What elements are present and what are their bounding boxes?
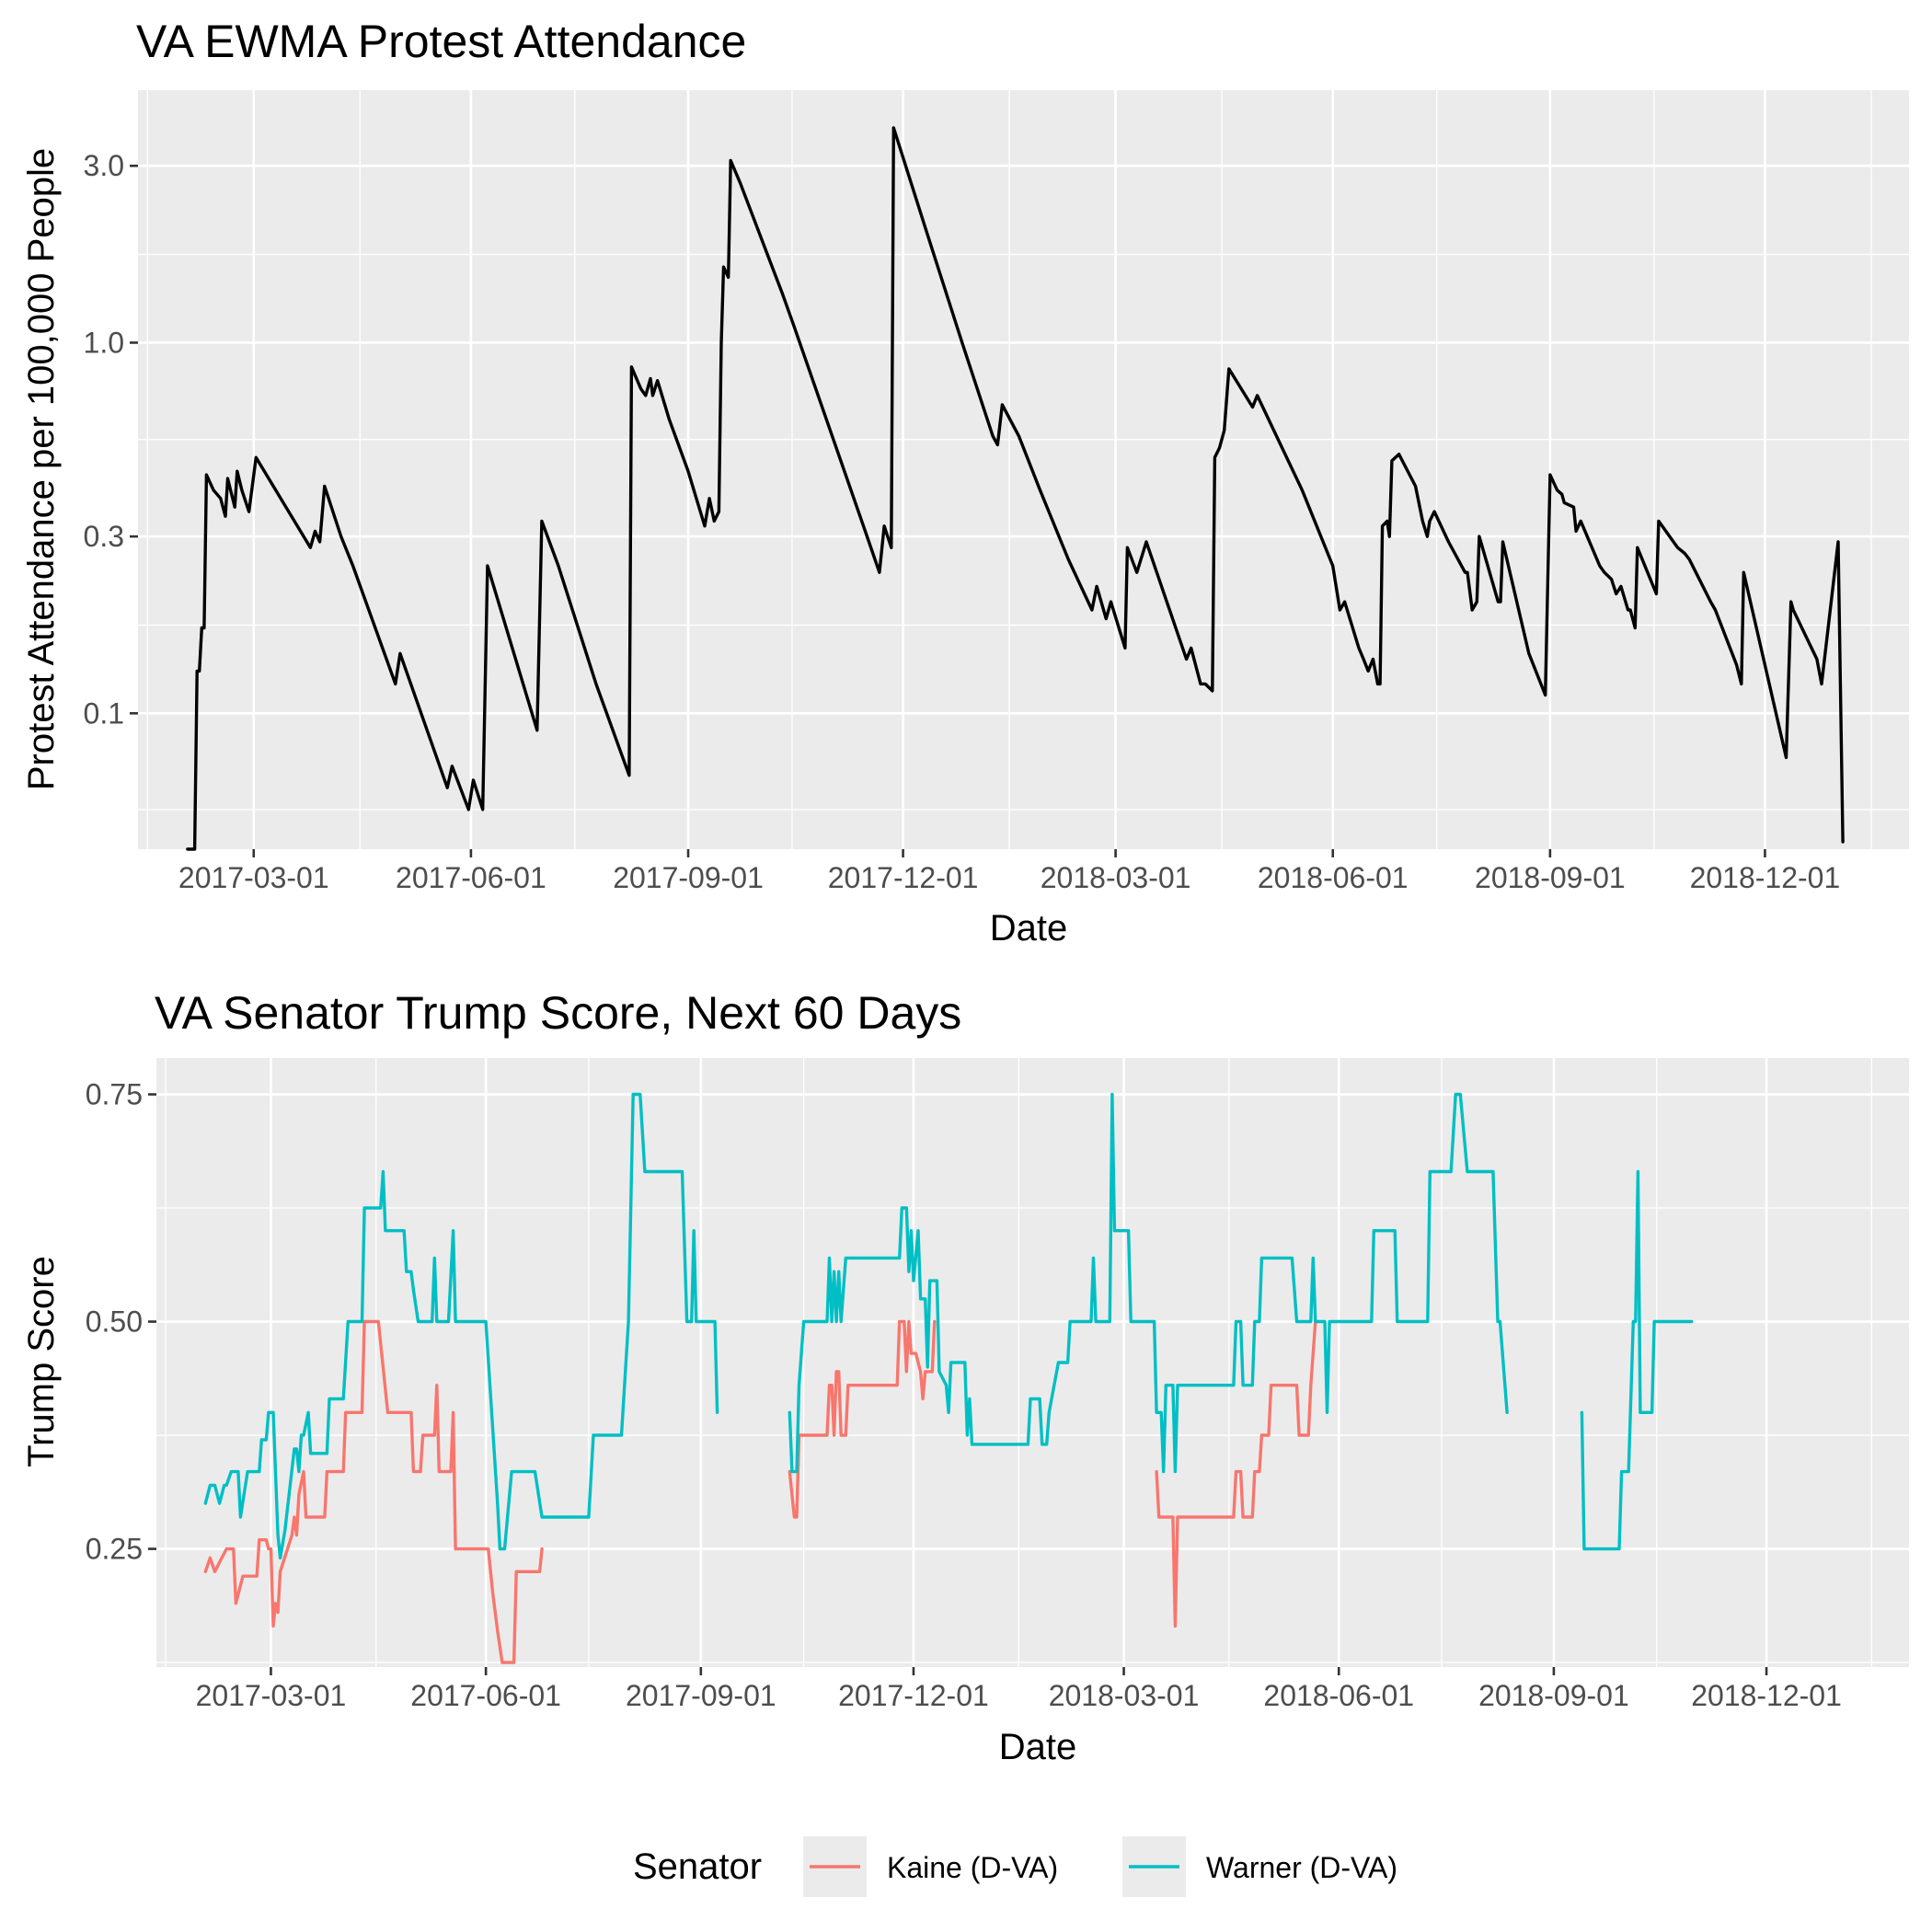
att-x-tick-label-6: 2018-09-01 bbox=[1475, 861, 1626, 894]
ts-series-kaine-d-va-segment-0 bbox=[203, 1319, 544, 1664]
ts-series-kaine-d-va-segment-2 bbox=[1155, 1319, 1317, 1628]
legend-label-kaine: Kaine (D-VA) bbox=[887, 1851, 1058, 1884]
ts-series-warner-d-va-segment-0 bbox=[203, 1092, 719, 1560]
legend-item-warner: Warner (D-VA) bbox=[1122, 1836, 1397, 1897]
trump-score-plot-panel bbox=[156, 1058, 1909, 1667]
att-y-tick-label-1: 0.3 bbox=[84, 520, 124, 553]
trump-score-x-axis-title: Date bbox=[999, 1727, 1077, 1767]
legend-item-kaine: Kaine (D-VA) bbox=[803, 1836, 1058, 1897]
ts-series-warner-d-va-segment-1 bbox=[788, 1092, 1509, 1474]
attendance-y-axis-title: Protest Attendance per 100,000 People bbox=[21, 148, 62, 790]
ts-x-tick-label-0: 2017-03-01 bbox=[196, 1679, 347, 1712]
att-y-tick-label-2: 1.0 bbox=[84, 326, 124, 359]
ts-x-tick-label-6: 2018-09-01 bbox=[1478, 1679, 1629, 1712]
att-y-tick-label-3: 3.0 bbox=[84, 149, 124, 182]
ts-series-kaine-d-va-segment-1 bbox=[788, 1319, 937, 1519]
ts-x-tick-label-4: 2018-03-01 bbox=[1049, 1679, 1200, 1712]
ts-x-tick-label-7: 2018-12-01 bbox=[1691, 1679, 1842, 1712]
attendance-chart-title: VA EWMA Protest Attendance bbox=[136, 16, 746, 67]
attendance-plot-panel bbox=[138, 90, 1909, 849]
attendance-series-group bbox=[186, 126, 1845, 851]
attendance-chart: VA EWMA Protest Attendance 2017-03-01 201… bbox=[21, 16, 1909, 949]
att-series-protest-attendance-segment-0 bbox=[186, 126, 1845, 851]
trump-score-chart-title: VA Senator Trump Score, Next 60 Days bbox=[155, 987, 961, 1039]
att-x-tick-label-1: 2017-06-01 bbox=[396, 861, 546, 894]
att-x-tick-label-3: 2017-12-01 bbox=[828, 861, 979, 894]
ts-x-tick-label-3: 2017-12-01 bbox=[838, 1679, 989, 1712]
ts-y-tick-label-1: 0.50 bbox=[86, 1305, 143, 1339]
attendance-x-axis-title: Date bbox=[990, 908, 1068, 949]
trump-score-y-axis-title: Trump Score bbox=[21, 1256, 62, 1467]
att-x-tick-label-7: 2018-12-01 bbox=[1690, 861, 1841, 894]
att-x-tick-label-5: 2018-06-01 bbox=[1258, 861, 1409, 894]
ts-series-warner-d-va-segment-2 bbox=[1580, 1169, 1694, 1551]
trump-score-series-group bbox=[203, 1092, 1694, 1664]
legend-label-warner: Warner (D-VA) bbox=[1206, 1851, 1397, 1884]
att-x-tick-label-4: 2018-03-01 bbox=[1041, 861, 1191, 894]
senator-legend: Senator Kaine (D-VA) Warner (D-VA) bbox=[633, 1836, 1397, 1897]
ts-x-tick-label-2: 2017-09-01 bbox=[626, 1679, 776, 1712]
att-x-tick-label-0: 2017-03-01 bbox=[178, 861, 329, 894]
trump-score-chart: VA Senator Trump Score, Next 60 Days 201… bbox=[21, 987, 1909, 1767]
ts-y-tick-label-0: 0.25 bbox=[86, 1533, 143, 1566]
trump-score-axes: 2017-03-01 2017-06-01 2017-09-01 2017-12-01… bbox=[86, 1078, 1842, 1712]
attendance-axes: 2017-03-01 2017-06-01 2017-09-01 2017-12-01… bbox=[84, 149, 1841, 894]
att-x-tick-label-2: 2017-09-01 bbox=[613, 861, 764, 894]
att-y-tick-label-0: 0.1 bbox=[84, 696, 124, 730]
legend-title: Senator bbox=[633, 1846, 762, 1887]
ts-y-tick-label-2: 0.75 bbox=[86, 1078, 143, 1111]
ts-x-tick-label-5: 2018-06-01 bbox=[1263, 1679, 1414, 1712]
ts-x-tick-label-1: 2017-06-01 bbox=[410, 1679, 561, 1712]
